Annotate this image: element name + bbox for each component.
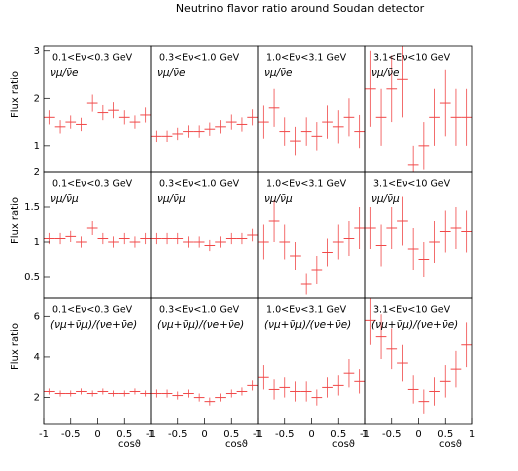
panel: [151, 380, 258, 406]
panel-ratio-label: νμ/ν̄μ: [371, 193, 400, 205]
y-tick-label: 1.5: [24, 202, 40, 213]
panel-energy-label: 1.0<Eν<3.1 GeV: [266, 305, 347, 316]
panel: [365, 46, 472, 172]
panel-ratio-label: νμ/ν̄μ: [50, 193, 79, 205]
x-axis-label: cosϑ: [332, 439, 355, 450]
x-tick-label: 0: [94, 429, 100, 440]
panel: [258, 358, 365, 406]
panel-energy-label: 0.3<Eν<1.0 GeV: [159, 53, 240, 64]
panel-energy-label: 1.0<Eν<3.1 GeV: [266, 179, 347, 190]
x-tick-label: 0.5: [223, 429, 239, 440]
x-tick-label: 0: [201, 429, 207, 440]
panel-ratio-label: (νμ+ν̄μ)/(νe+ν̄e): [50, 319, 137, 331]
x-axis-label: cosϑ: [118, 439, 141, 450]
x-tick-label: 1: [255, 429, 261, 440]
panel: [258, 200, 365, 295]
y-axis-label: Flux ratio: [10, 71, 21, 118]
panel: [151, 228, 258, 252]
panel-ratio-label: νμ/ν̄e: [50, 67, 78, 79]
panel-ratio-label: νμ/ν̄μ: [264, 193, 293, 205]
panel-energy-label: 3.1<Eν<10 GeV: [373, 305, 451, 316]
panel: [44, 388, 151, 397]
panel-energy-label: 0.1<Eν<0.3 GeV: [52, 53, 133, 64]
panel-frame: [150, 297, 259, 425]
panel-frame: [43, 297, 152, 425]
x-tick-label: 0.5: [437, 429, 453, 440]
panel: [44, 94, 151, 134]
y-tick-label: 1: [34, 237, 40, 248]
panel-frame: [150, 45, 259, 173]
x-tick-label: -1: [253, 429, 263, 440]
panel: [365, 298, 472, 414]
panel-ratio-label: νμ/ν̄μ: [157, 193, 186, 205]
x-axis-label: cosϑ: [225, 439, 248, 450]
x-tick-label: 0: [308, 429, 314, 440]
x-tick-label: 0.5: [116, 429, 132, 440]
panel-ratio-label: (νμ+ν̄μ)/(νe+ν̄e): [371, 319, 458, 331]
x-tick-label: -1: [39, 429, 49, 440]
panel: [151, 109, 258, 143]
panel-energy-label: 0.3<Eν<1.0 GeV: [159, 179, 240, 190]
panel-ratio-label: νμ/ν̄e: [157, 67, 185, 79]
y-tick-label: 2: [34, 393, 40, 404]
y-tick-label: 0.5: [24, 272, 40, 283]
panel-ratio-label: (νμ+ν̄μ)/(νe+ν̄e): [157, 319, 244, 331]
y-tick-label: 2: [34, 167, 40, 178]
panel-ratio-label: νμ/ν̄e: [264, 67, 292, 79]
x-tick-label: -1: [360, 429, 370, 440]
y-axis-label: Flux ratio: [10, 197, 21, 244]
y-tick-label: 1: [34, 141, 40, 152]
panel-energy-label: 0.1<Eν<0.3 GeV: [52, 179, 133, 190]
x-tick-label: 0: [415, 429, 421, 440]
panel: [44, 221, 151, 248]
y-axis-label: Flux ratio: [10, 323, 21, 370]
x-tick-label: -0.5: [168, 429, 188, 440]
x-tick-label: -0.5: [382, 429, 402, 440]
panel-ratio-label: νμ/ν̄e: [371, 67, 399, 79]
y-tick-label: 6: [34, 311, 40, 322]
x-tick-label: -0.5: [61, 429, 81, 440]
panel-energy-label: 0.1<Eν<0.3 GeV: [52, 305, 133, 316]
y-tick-label: 4: [34, 352, 40, 363]
panel-energy-label: 3.1<Eν<10 GeV: [373, 53, 451, 64]
x-tick-label: 1: [469, 429, 475, 440]
panel: [365, 196, 472, 277]
panel-energy-label: 0.3<Eν<1.0 GeV: [159, 305, 240, 316]
panel-energy-label: 1.0<Eν<3.1 GeV: [266, 53, 347, 64]
panel: [258, 88, 365, 156]
panel-energy-label: 3.1<Eν<10 GeV: [373, 179, 451, 190]
x-tick-label: -1: [146, 429, 156, 440]
x-axis-label: cosϑ: [439, 439, 462, 450]
y-tick-label: 3: [34, 46, 40, 57]
chart-title: Neutrino flavor ratio around Soudan dete…: [176, 2, 425, 15]
x-tick-label: 1: [148, 429, 154, 440]
x-tick-label: 1: [362, 429, 368, 440]
x-tick-label: -0.5: [275, 429, 295, 440]
panel-frame: [43, 45, 152, 173]
y-tick-label: 2: [34, 93, 40, 104]
x-tick-label: 0.5: [330, 429, 346, 440]
panel-ratio-label: (νμ+ν̄μ)/(νe+ν̄e): [264, 319, 351, 331]
